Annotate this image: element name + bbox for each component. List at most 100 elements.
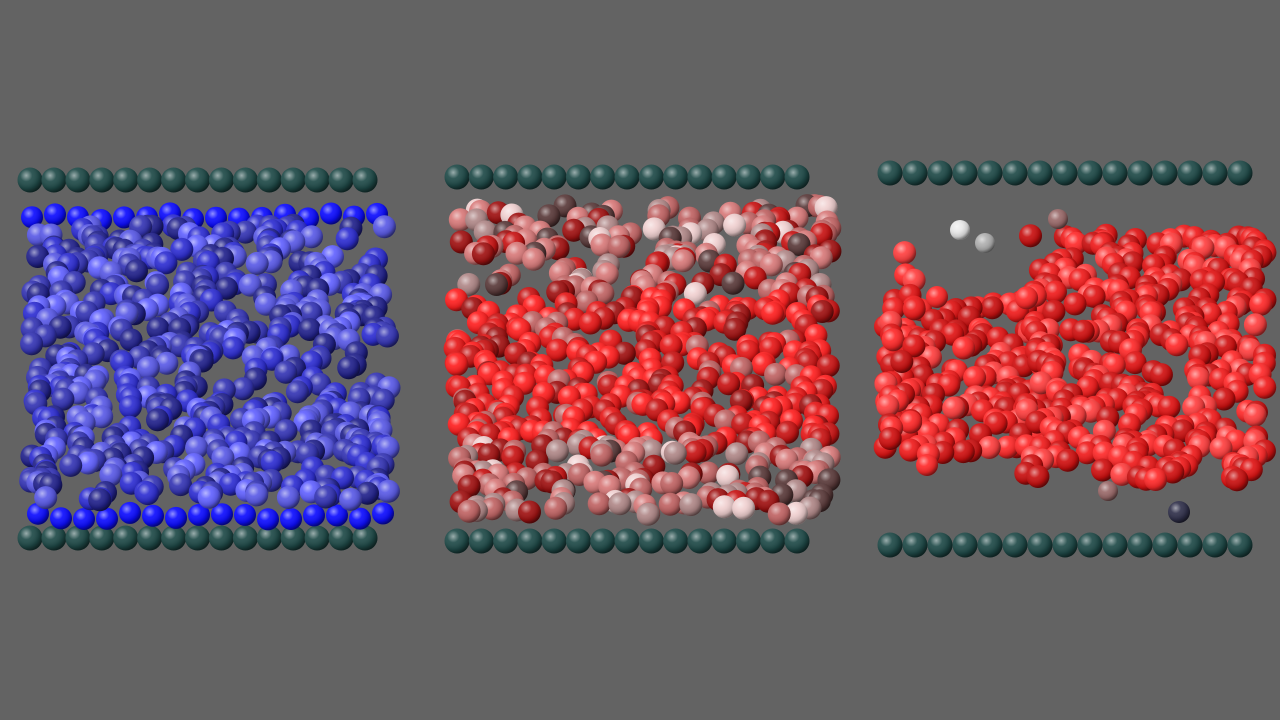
fluid-particle-shade bbox=[1091, 458, 1114, 482]
fluid-particle-shade bbox=[759, 253, 783, 277]
wall-particle-shade bbox=[1127, 532, 1153, 558]
fluid-particle-shade bbox=[1187, 366, 1211, 390]
fluid-particle-shade bbox=[878, 427, 902, 450]
fluid-particle-shade bbox=[683, 282, 707, 305]
fluid-particle-shade bbox=[683, 440, 707, 464]
wall-particle-shade bbox=[232, 525, 258, 551]
fluid-particle-shade bbox=[1082, 284, 1106, 308]
wall-particle-shade bbox=[541, 164, 567, 190]
fluid-particle-shade bbox=[1056, 448, 1080, 472]
wall-particle-shade bbox=[1027, 532, 1053, 558]
fluid-particle-shade bbox=[810, 300, 834, 323]
wall-particle-shade bbox=[256, 525, 282, 551]
fluid-particle-shade bbox=[154, 251, 178, 275]
fluid-particle-shade bbox=[372, 502, 394, 525]
stray-particle-shade bbox=[1098, 481, 1118, 501]
panel-blue-fluid bbox=[17, 167, 401, 551]
wall-particle-shade bbox=[760, 164, 786, 190]
wall-particle-shade bbox=[902, 532, 928, 558]
fluid-particle-shade bbox=[76, 451, 100, 475]
fluid-particle-shade bbox=[1243, 403, 1267, 427]
wall-particle-shade bbox=[352, 167, 378, 193]
fluid-particle-shade bbox=[119, 328, 143, 352]
fluid-particle-shade bbox=[518, 500, 541, 524]
fluid-particle-shade bbox=[99, 463, 123, 487]
fluid-particle-shade bbox=[546, 338, 570, 362]
wall-particle-shade bbox=[17, 167, 43, 193]
wall-particle-shade bbox=[280, 525, 306, 551]
fluid-particle-shade bbox=[314, 485, 338, 509]
wall-particle-shade bbox=[517, 528, 543, 554]
fluid-particle-shade bbox=[221, 336, 245, 360]
fluid-particle-shade bbox=[119, 501, 141, 524]
wall-particle-shade bbox=[41, 167, 67, 193]
wall-particle-shade bbox=[185, 525, 210, 551]
fluid-particle-shade bbox=[165, 506, 187, 529]
wall-particle-shade bbox=[1152, 160, 1178, 186]
fluid-particle-shade bbox=[764, 362, 788, 386]
wall-particle-shade bbox=[65, 167, 91, 193]
fluid-particle-shade bbox=[1015, 286, 1039, 310]
wall-particle-shade bbox=[663, 528, 689, 554]
wall-particle-shade bbox=[1027, 160, 1053, 186]
fluid-particle-shade bbox=[578, 311, 602, 335]
fluid-particle-shade bbox=[51, 387, 75, 411]
wall-particle-shade bbox=[1052, 532, 1078, 558]
wall-particle-shade bbox=[137, 167, 163, 193]
wall-particle-shade bbox=[952, 532, 978, 558]
fluid-particle-shade bbox=[335, 227, 359, 251]
wall-particle-shade bbox=[687, 528, 713, 554]
wall-particle-shade bbox=[784, 164, 810, 190]
fluid-particle-shade bbox=[893, 241, 917, 265]
fluid-particle-shade bbox=[679, 493, 703, 517]
fluid-particle-shade bbox=[471, 242, 495, 266]
fluid-particle-shade bbox=[977, 436, 1001, 459]
fluid-particle-shade bbox=[34, 486, 58, 510]
wall-particle-shade bbox=[113, 525, 139, 551]
wall-particle-shade bbox=[687, 164, 713, 190]
fluid-particle-shade bbox=[890, 350, 914, 373]
wall-particle-shade bbox=[444, 528, 470, 554]
fluid-particle-shade bbox=[671, 249, 695, 273]
wall-particle-shade bbox=[468, 164, 494, 190]
wall-particle-shade bbox=[1077, 160, 1103, 186]
fluid-particle-shade bbox=[545, 439, 569, 463]
wall-particle-shade bbox=[902, 160, 928, 186]
wall-particle-shade bbox=[304, 167, 330, 193]
wall-particle-shade bbox=[735, 164, 761, 190]
fluid-particle-shade bbox=[767, 502, 791, 526]
fluid-particle-shade bbox=[326, 504, 348, 527]
fluid-particle-shade bbox=[457, 499, 481, 523]
fluid-particle-shade bbox=[136, 482, 160, 506]
fluid-particle-shade bbox=[1149, 363, 1173, 387]
fluid-particle-shade bbox=[337, 356, 361, 380]
stray-particle-shade bbox=[950, 220, 970, 240]
fluid-particle-shade bbox=[952, 336, 976, 360]
wall-particle-shade bbox=[614, 164, 640, 190]
fluid-particle-shade bbox=[1071, 319, 1095, 343]
wall-particle-shade bbox=[444, 164, 470, 190]
fluid-particle-shade bbox=[776, 420, 799, 444]
fluid-particle-shade bbox=[20, 332, 44, 356]
fluid-particle-shade bbox=[1042, 299, 1066, 323]
fluid-particle-shade bbox=[90, 405, 114, 429]
wall-particle-shade bbox=[711, 528, 737, 554]
stray-particle-shade bbox=[1168, 501, 1190, 523]
fluid-particle-shade bbox=[902, 334, 926, 358]
fluid-particle-shade bbox=[231, 377, 255, 401]
fluid-particle-shade bbox=[636, 502, 660, 526]
wall-particle-shade bbox=[1227, 160, 1253, 186]
wall-particle-shade bbox=[41, 525, 67, 551]
fluid-particle-shade bbox=[587, 492, 611, 516]
stray-particle-shade bbox=[916, 454, 938, 476]
fluid-particle-shade bbox=[185, 436, 209, 459]
wall-particle-shade bbox=[1127, 160, 1153, 186]
fluid-particle-shade bbox=[375, 324, 399, 348]
wall-particle-shade bbox=[89, 525, 115, 551]
wall-particle-shade bbox=[256, 167, 282, 193]
wall-particle-shade bbox=[493, 528, 519, 554]
fluid-particle-shade bbox=[902, 297, 926, 321]
fluid-particle-shade bbox=[211, 503, 233, 526]
fluid-particle-shade bbox=[320, 202, 342, 225]
